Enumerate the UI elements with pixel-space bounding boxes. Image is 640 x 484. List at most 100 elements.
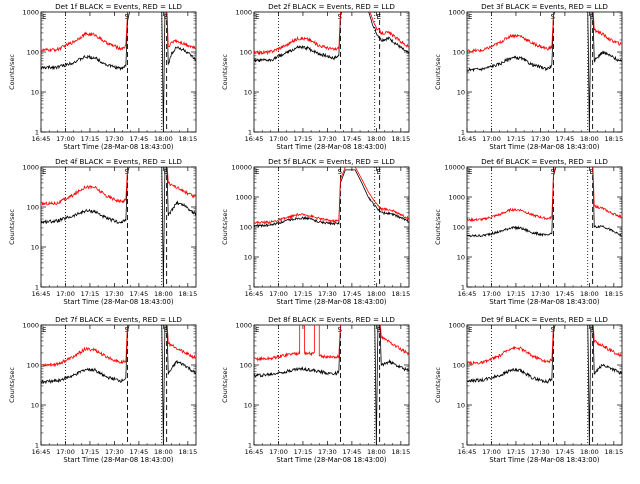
marker-e-start: E [255,168,259,176]
y-axis-label: Counts/sec [221,54,229,90]
y-axis-label: Counts/sec [8,54,16,90]
panel-title: Det 3f BLACK = Events, RED = LLD [481,2,608,11]
marker-e-end: E [377,326,381,334]
x-tick-label: 18:15 [391,448,410,456]
y-tick-label: 1 [35,442,39,450]
series-lld-line [254,325,409,362]
panel-det-4: Det 4f BLACK = Events, RED = LLD 1 10 100 10… [8,157,197,306]
series-lld-line [467,167,622,223]
x-tick-label: 17:15 [507,448,526,456]
y-tick-label: 100 [453,224,465,232]
x-tick-label: 17:45 [130,290,149,298]
x-tick-label: 18:00 [580,135,599,143]
panel-title: Det 5f BLACK = Events, RED = LLD [268,157,395,166]
x-tick-label: 17:00 [482,448,501,456]
series-events-line [467,167,622,238]
x-axis-label: Start Time (28-Mar-08 18:43:00) [63,456,173,464]
x-tick-label: 17:45 [130,448,149,456]
x-tick-label: 17:15 [294,448,313,456]
series-events-line [41,12,196,132]
x-tick-label: 18:15 [178,135,197,143]
x-tick-label: 16:45 [32,448,51,456]
x-tick-label: 16:45 [245,448,264,456]
x-tick-label: 17:30 [105,290,124,298]
marker-e-start: E [255,326,259,334]
x-tick-label: 18:00 [580,448,599,456]
panel-det-7: Det 7f BLACK = Events, RED = LLD 1 10 100 10… [8,315,197,464]
y-tick-label: 1000 [235,194,252,202]
x-tick-label: 16:45 [32,290,51,298]
x-tick-label: 17:15 [294,290,313,298]
marker-e-start: E [42,13,46,21]
y-tick-label: 1 [35,129,39,137]
y-tick-label: 1000 [448,194,465,202]
y-tick-label: 10 [31,402,39,410]
marker-e-end: E [164,13,168,21]
series-lld-line [254,12,409,56]
x-tick-label: 18:00 [580,290,599,298]
y-tick-label: 1000 [22,9,39,17]
series-lld-line [41,167,196,206]
series-group [254,325,409,445]
x-tick-label: 17:30 [105,135,124,143]
x-tick-label: 17:30 [531,448,550,456]
x-tick-label: 17:30 [531,135,550,143]
series-group [254,167,409,228]
panel-det-5: Det 5f BLACK = Events, RED = LLD 1 10 100 10… [221,157,410,306]
x-tick-label: 17:45 [343,135,362,143]
y-tick-label: 10 [31,244,39,252]
x-tick-label: 18:00 [367,448,386,456]
x-tick-label: 17:30 [318,135,337,143]
panel-det-8: Det 8f BLACK = Events, RED = LLD 1 10 100 10… [221,315,410,464]
marker-e-end: E [164,326,168,334]
panel-title: Det 8f BLACK = Events, RED = LLD [268,315,395,324]
y-tick-label: 1000 [22,164,39,172]
x-tick-label: 17:30 [531,290,550,298]
x-tick-label: 17:45 [556,290,575,298]
marker-e-start: E [42,326,46,334]
x-tick-label: 16:45 [32,135,51,143]
x-tick-label: 17:45 [556,448,575,456]
panel-det-2: Det 2f BLACK = Events, RED = LLD 1 10 100 10… [221,2,410,151]
series-events-line [467,12,622,132]
x-tick-label: 18:15 [178,448,197,456]
y-tick-label: 1 [35,284,39,292]
y-tick-label: 100 [453,362,465,370]
marker-e-end: E [590,326,594,334]
y-tick-label: 10000 [444,164,465,172]
y-tick-label: 1000 [448,9,465,17]
x-tick-label: 18:15 [391,135,410,143]
x-tick-label: 18:00 [367,135,386,143]
x-tick-label: 17:45 [130,135,149,143]
x-tick-label: 17:45 [343,290,362,298]
series-lld-line [41,12,196,53]
y-tick-label: 1000 [235,9,252,17]
series-group [467,167,622,238]
y-axis-label: Counts/sec [221,367,229,403]
series-group [41,325,196,445]
y-tick-label: 1000 [235,322,252,330]
series-events-line [467,325,622,445]
x-tick-label: 16:45 [458,290,477,298]
panel-det-9: Det 9f BLACK = Events, RED = LLD 1 10 100 10… [434,315,623,464]
plot-frame [253,166,410,288]
x-tick-label: 17:00 [56,290,75,298]
panel-det-1: Det 1f BLACK = Events, RED = LLD 1 10 100 10… [8,2,197,151]
x-axis-label: Start Time (28-Mar-08 18:43:00) [276,298,386,306]
y-tick-label: 10000 [231,164,252,172]
x-tick-label: 17:15 [294,135,313,143]
x-tick-label: 17:00 [482,290,501,298]
panel-det-3: Det 3f BLACK = Events, RED = LLD 1 10 100 10… [434,2,623,151]
x-tick-label: 17:30 [318,448,337,456]
series-events-line [41,325,196,445]
series-events-line [41,167,196,287]
x-axis-label: Start Time (28-Mar-08 18:43:00) [489,456,599,464]
x-tick-label: 17:30 [318,290,337,298]
y-tick-label: 1 [248,129,252,137]
x-tick-label: 18:00 [367,290,386,298]
y-tick-label: 10 [244,254,252,262]
plot-frame [466,324,623,446]
y-tick-label: 10 [244,402,252,410]
marker-e-start: E [468,168,472,176]
